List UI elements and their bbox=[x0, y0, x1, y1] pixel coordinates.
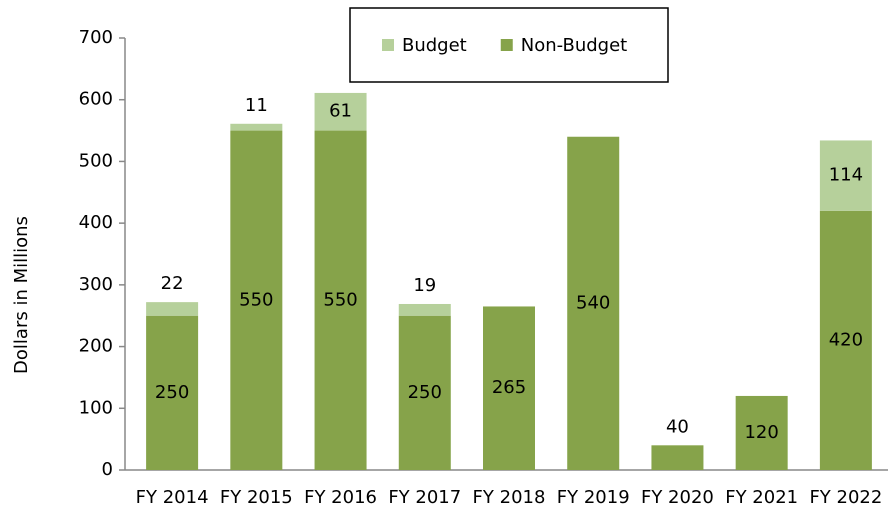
y-axis-title: Dollars in Millions bbox=[11, 216, 32, 374]
x-tick-label: FY 2015 bbox=[220, 487, 293, 508]
bar-segment bbox=[230, 130, 283, 471]
legend-label: Non-Budget bbox=[521, 35, 627, 56]
data-label: 250 bbox=[155, 382, 189, 403]
bar-segment bbox=[735, 395, 788, 470]
bar-segment bbox=[567, 136, 620, 470]
y-tick-label: 100 bbox=[79, 397, 113, 418]
x-tick-label: FY 2014 bbox=[136, 487, 209, 508]
bar-segment bbox=[146, 302, 199, 316]
bar-segment bbox=[819, 140, 872, 211]
y-tick-label: 500 bbox=[79, 150, 113, 171]
data-label: 114 bbox=[829, 165, 863, 186]
data-label: 22 bbox=[161, 273, 184, 294]
x-tick-label: FY 2019 bbox=[557, 487, 630, 508]
data-label: 19 bbox=[413, 275, 436, 296]
data-label: 11 bbox=[245, 95, 268, 116]
data-label: 550 bbox=[239, 289, 273, 310]
x-tick-label: FY 2022 bbox=[809, 487, 882, 508]
legend-swatch bbox=[382, 39, 394, 51]
x-tick-label: FY 2021 bbox=[725, 487, 798, 508]
bar-segment bbox=[819, 210, 872, 471]
data-label: 420 bbox=[829, 329, 863, 350]
bar-segment bbox=[651, 445, 704, 470]
x-tick-label: FY 2017 bbox=[388, 487, 461, 508]
data-label: 550 bbox=[323, 289, 357, 310]
data-label: 540 bbox=[576, 292, 610, 313]
bar-segment bbox=[314, 92, 367, 131]
x-tick-label: FY 2020 bbox=[641, 487, 714, 508]
bar-segment bbox=[398, 315, 451, 470]
bar-segment bbox=[230, 123, 283, 131]
data-label: 265 bbox=[492, 377, 526, 398]
y-tick-label: 300 bbox=[79, 274, 113, 295]
data-label: 40 bbox=[666, 416, 689, 437]
legend-swatch bbox=[500, 39, 513, 51]
bar-segment bbox=[483, 306, 535, 470]
data-label: 61 bbox=[329, 101, 352, 122]
y-tick-label: 200 bbox=[79, 336, 113, 357]
y-tick-label: 400 bbox=[79, 212, 113, 233]
x-tick-label: FY 2018 bbox=[473, 487, 546, 508]
x-tick-label: FY 2016 bbox=[304, 487, 377, 508]
legend-label: Budget bbox=[402, 35, 467, 56]
y-tick-label: 600 bbox=[79, 89, 113, 110]
y-tick-label: 700 bbox=[79, 27, 113, 48]
bar-segment bbox=[398, 303, 451, 316]
bar-segment bbox=[314, 130, 367, 471]
bar-segment bbox=[146, 315, 199, 470]
data-label: 120 bbox=[744, 422, 778, 443]
data-label: 250 bbox=[408, 382, 442, 403]
y-tick-label: 0 bbox=[102, 459, 113, 480]
